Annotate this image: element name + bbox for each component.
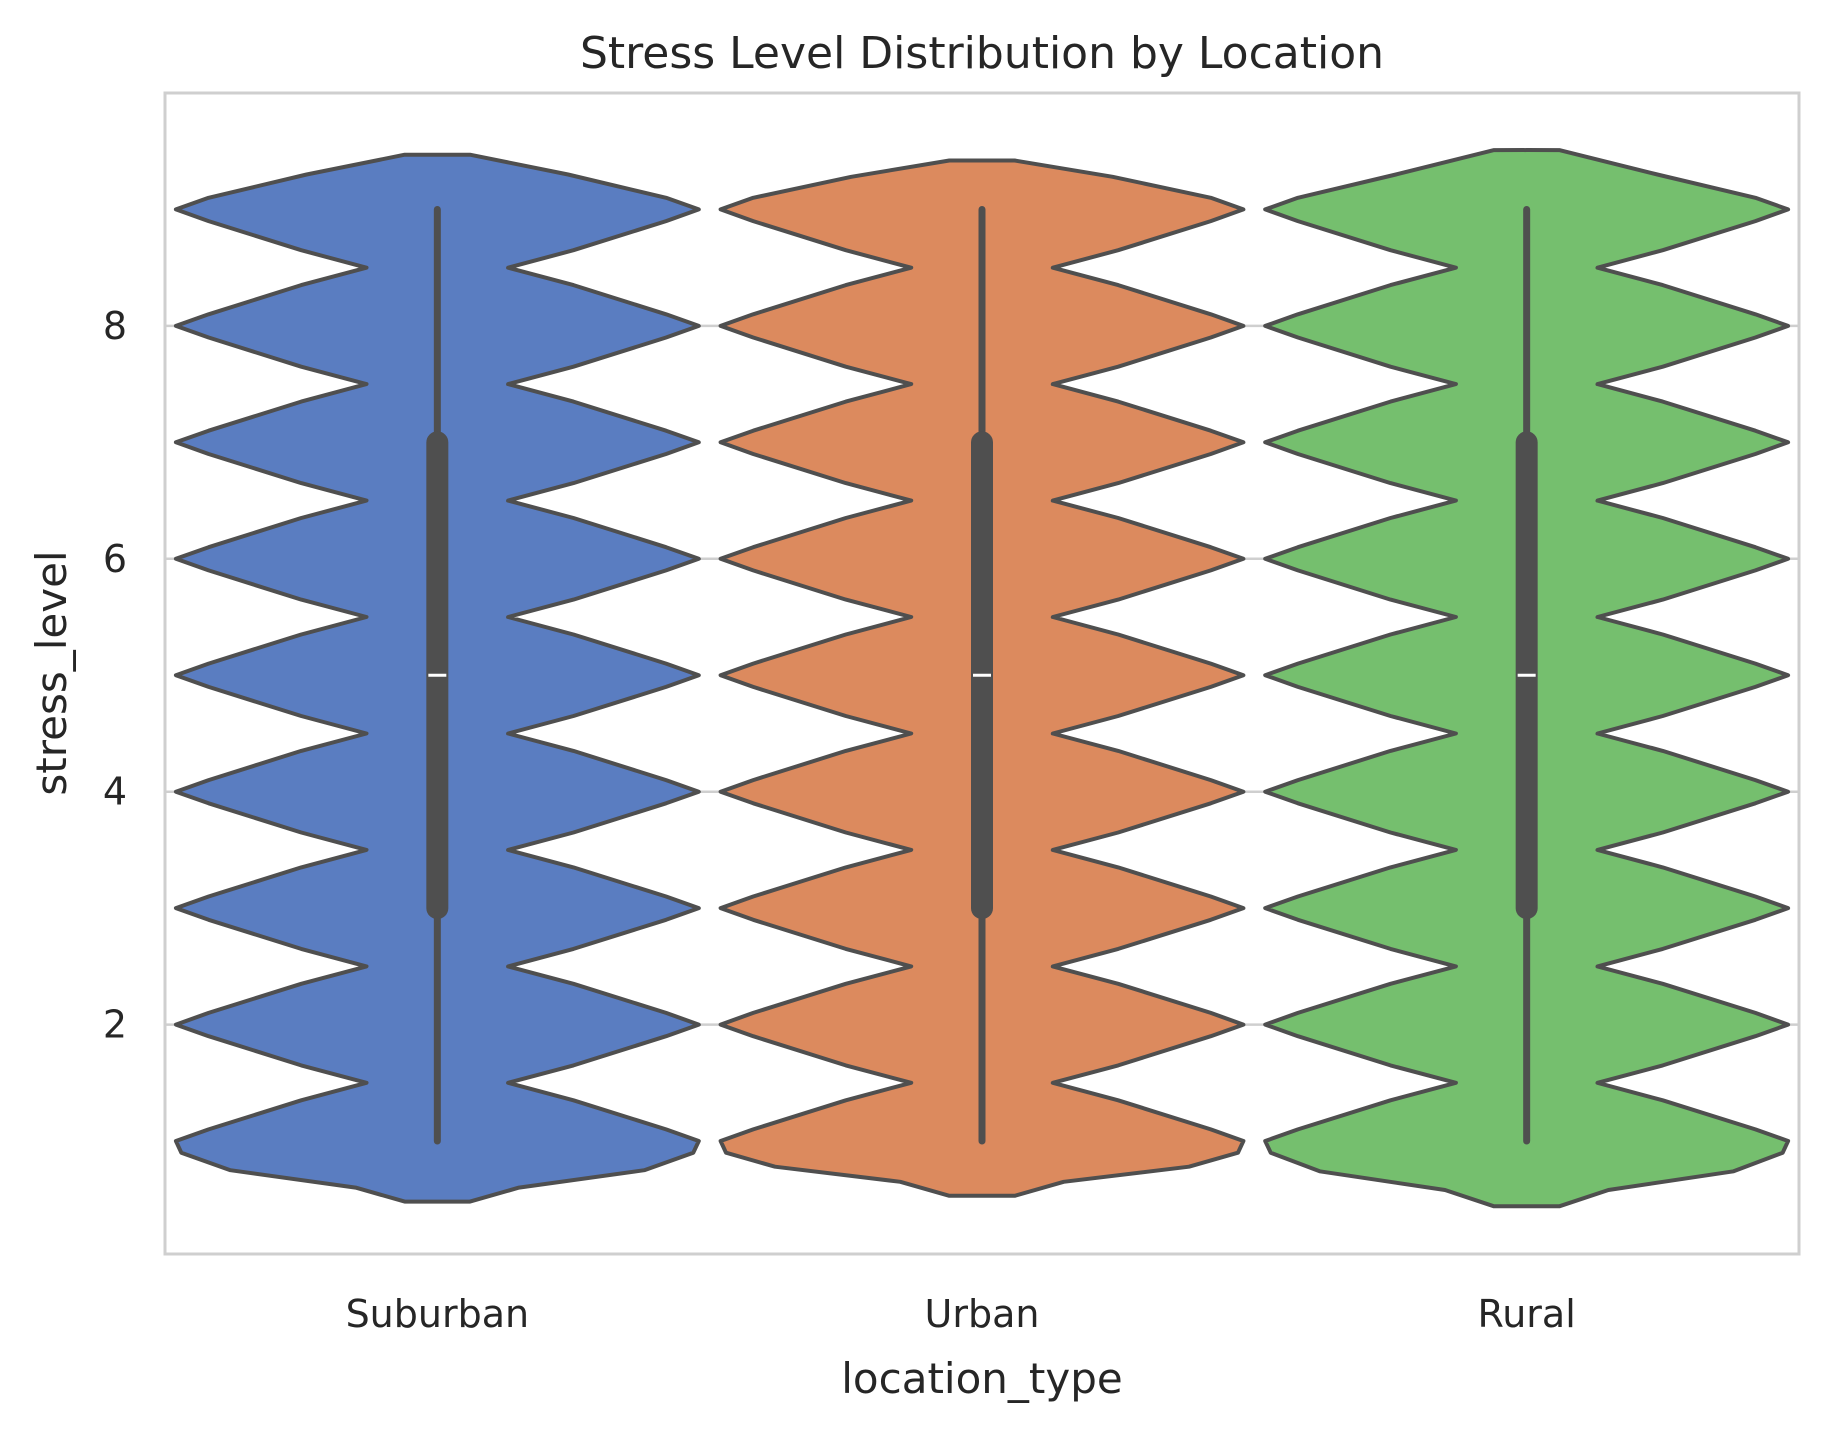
- x-axis-label: location_type: [841, 1354, 1122, 1403]
- x-tick-label-suburban: Suburban: [346, 1292, 530, 1336]
- y-tick-labels: 2 4 6 8: [103, 304, 127, 1047]
- x-tick-label-urban: Urban: [925, 1292, 1040, 1336]
- violin-series: [173, 148, 1791, 1209]
- chart-title: Stress Level Distribution by Location: [580, 28, 1384, 79]
- x-tick-label-rural: Rural: [1478, 1292, 1576, 1336]
- plot-frame: [163, 91, 1801, 1256]
- y-axis-label: stress_level: [27, 550, 76, 795]
- y-tick-label-8: 8: [103, 304, 127, 348]
- y-tick-label-4: 4: [103, 770, 127, 814]
- y-tick-label-6: 6: [103, 537, 127, 581]
- y-tick-label-2: 2: [103, 1003, 127, 1047]
- x-tick-labels: Suburban Urban Rural: [346, 1292, 1576, 1336]
